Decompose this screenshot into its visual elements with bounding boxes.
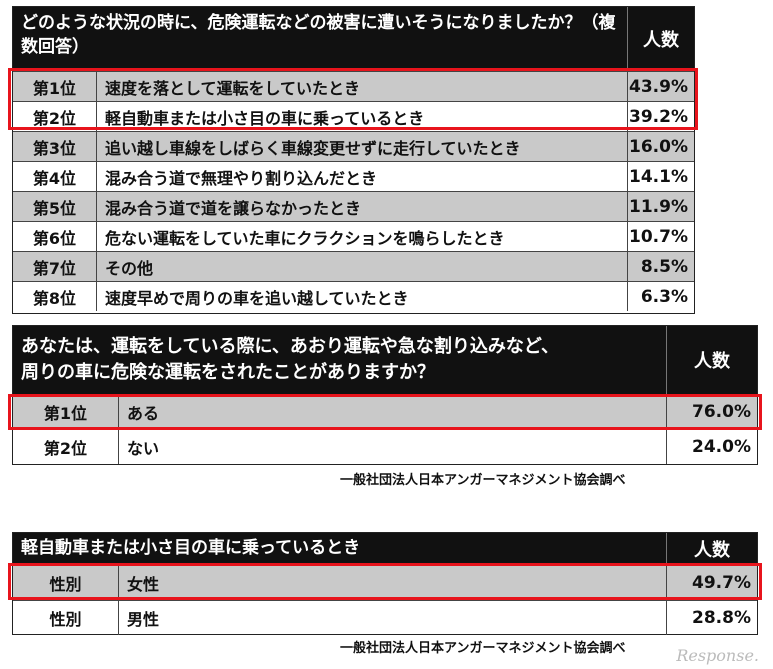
rank-cell: 第2位	[13, 102, 97, 131]
percent-cell: 10.7%	[629, 226, 688, 247]
rank-cell: 第1位	[13, 72, 97, 101]
survey-table-situations: どのような状況の時に、危険運転などの被害に遭いそうになりましたか？（複数回答） …	[12, 6, 695, 314]
percent-cell: 8.5%	[640, 256, 688, 277]
answer-cell: 女性	[119, 566, 667, 600]
percent-cell: 14.1%	[629, 166, 688, 187]
count-header: 人数	[666, 533, 757, 565]
source-note: 一般社団法人日本アンガーマネジメント協会調べ	[340, 641, 626, 656]
answer-cell: ない	[119, 430, 667, 464]
rank-cell: 第8位	[13, 282, 97, 311]
answer-cell: 混み合う道で無理やり割り込んだとき	[97, 162, 628, 191]
question-text: どのような状況の時に、危険運転などの被害に遭いそうになりましたか？（複数回答）	[21, 13, 616, 57]
percent-cell: 24.0%	[692, 437, 751, 457]
rank-cell: 第6位	[13, 222, 97, 251]
rank-cell: 第7位	[13, 252, 97, 281]
answer-cell: 混み合う道で道を譲らなかったとき	[97, 192, 628, 221]
table-header: 軽自動車または小さ目の車に乗っているとき 人数	[13, 533, 757, 565]
rank-cell: 第2位	[13, 430, 119, 464]
answer-cell: 軽自動車または小さ目の車に乗っているとき	[97, 102, 628, 131]
table-row: 第2位 軽自動車または小さ目の車に乗っているとき 39.2%	[13, 101, 694, 131]
rank-cell: 性別	[13, 601, 119, 635]
percent-cell: 16.0%	[629, 136, 688, 157]
table-row: 性別 男性 28.8%	[13, 600, 757, 635]
answer-cell: 速度早めで周りの車を追い越していたとき	[97, 282, 628, 311]
table-row: 第1位 ある 76.0%	[13, 394, 757, 429]
rank-cell: 第4位	[13, 162, 97, 191]
table-row: 第6位 危ない運転をしていた車にクラクションを鳴らしたとき 10.7%	[13, 221, 694, 251]
question-line-2: 周りの車に危険な運転をされたことがありますか？	[21, 362, 435, 383]
percent-cell: 39.2%	[629, 106, 688, 127]
survey-table-gender: 軽自動車または小さ目の車に乗っているとき 人数 性別 女性 49.7% 性別 男性 28.…	[12, 532, 758, 635]
question-line-1: あなたは、運転をしている際に、あおり運転や急な割り込みなど、	[21, 336, 560, 357]
table-row: 第3位 追い越し車線をしばらく車線変更せずに走行していたとき 16.0%	[13, 131, 694, 161]
count-header: 人数	[666, 326, 757, 394]
table-row: 第4位 混み合う道で無理やり割り込んだとき 14.1%	[13, 161, 694, 191]
question-text: 軽自動車または小さ目の車に乗っているとき	[21, 538, 361, 558]
rank-cell: 第3位	[13, 132, 97, 161]
percent-cell: 11.9%	[629, 196, 688, 217]
watermark-logo: Response.	[676, 646, 759, 665]
question-text: あなたは、運転をしている際に、あおり運転や急な割り込みなど、 周りの車に危険な運…	[13, 326, 666, 394]
percent-cell: 6.3%	[640, 286, 688, 307]
table-row: 第8位 速度早めで周りの車を追い越していたとき 6.3%	[13, 281, 694, 311]
table-row: 第1位 速度を落として運転をしていたとき 43.9%	[13, 71, 694, 101]
answer-cell: 追い越し車線をしばらく車線変更せずに走行していたとき	[97, 132, 628, 161]
source-note: 一般社団法人日本アンガーマネジメント協会調べ	[340, 473, 626, 488]
percent-cell: 49.7%	[692, 573, 751, 593]
table-row: 第2位 ない 24.0%	[13, 429, 757, 464]
percent-cell: 28.8%	[692, 608, 751, 628]
table-row: 第7位 その他 8.5%	[13, 251, 694, 281]
table-header: どのような状況の時に、危険運転などの被害に遭いそうになりましたか？（複数回答） …	[13, 7, 694, 71]
answer-cell: その他	[97, 252, 628, 281]
table-row: 第5位 混み合う道で道を譲らなかったとき 11.9%	[13, 191, 694, 221]
rank-cell: 第5位	[13, 192, 97, 221]
answer-cell: 男性	[119, 601, 667, 635]
rank-cell: 第1位	[13, 395, 119, 429]
percent-cell: 43.9%	[629, 76, 688, 97]
table-header: あなたは、運転をしている際に、あおり運転や急な割り込みなど、 周りの車に危険な運…	[13, 326, 757, 394]
survey-table-experience: あなたは、運転をしている際に、あおり運転や急な割り込みなど、 周りの車に危険な運…	[12, 325, 758, 465]
answer-cell: ある	[119, 395, 667, 429]
rank-cell: 性別	[13, 566, 119, 600]
percent-cell: 76.0%	[692, 402, 751, 422]
answer-cell: 速度を落として運転をしていたとき	[97, 72, 628, 101]
table-row: 性別 女性 49.7%	[13, 565, 757, 600]
answer-cell: 危ない運転をしていた車にクラクションを鳴らしたとき	[97, 222, 628, 251]
count-header: 人数	[627, 7, 694, 71]
